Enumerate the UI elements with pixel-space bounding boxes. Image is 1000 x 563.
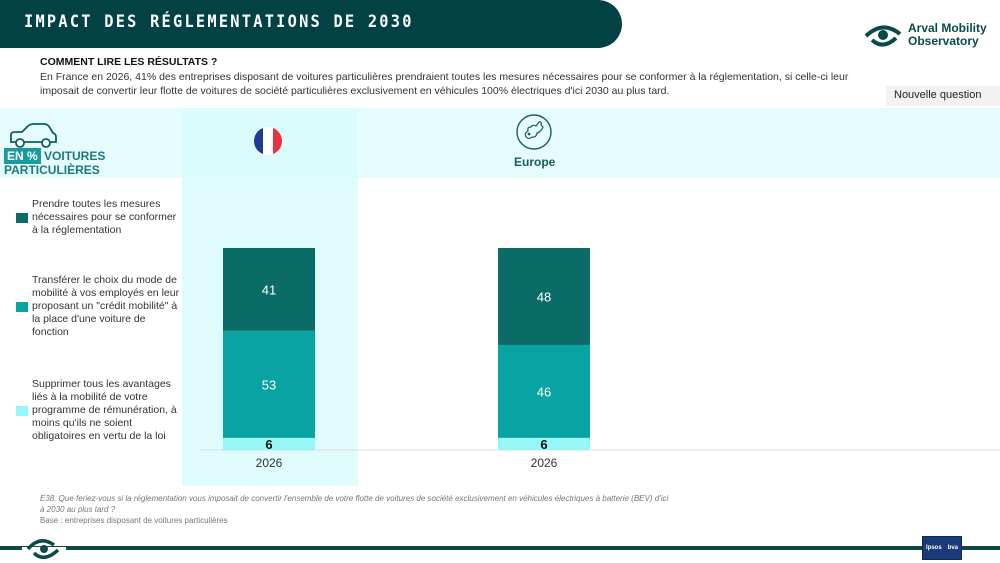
ipsos-bva-logo: Ipsos bva xyxy=(922,536,962,560)
data-label: 6 xyxy=(540,437,547,452)
legend-swatch-light-cyan xyxy=(16,405,28,416)
page-title: IMPACT DES RÉGLEMENTATIONS DE 2030 xyxy=(24,12,414,32)
brand-line-1: Arval Mobility xyxy=(908,21,987,35)
car-icon xyxy=(10,123,57,148)
legend-item-remove-benefits: Supprimer tous les avantages liés à la m… xyxy=(16,378,182,443)
brand-line-2: Observatory xyxy=(908,34,979,48)
data-label: 46 xyxy=(537,384,551,399)
eye-footer-icon xyxy=(22,539,66,560)
bva-text: bva xyxy=(947,545,958,551)
legend-swatch-dark-teal xyxy=(16,212,28,223)
france-flag-icon xyxy=(254,127,282,155)
eye-logo-icon xyxy=(864,25,902,47)
data-label: 6 xyxy=(265,437,272,452)
data-label: 53 xyxy=(262,377,276,392)
bar-segment-france-0 xyxy=(223,248,315,331)
bar-segment-europe-2 xyxy=(498,437,590,450)
legend-label: Transférer le choix du mode de mobilité … xyxy=(32,274,180,338)
footer-line xyxy=(0,546,1000,550)
europe-label: Europe xyxy=(514,155,556,169)
footnote-base: Base : entreprises disposant de voitures… xyxy=(40,516,228,525)
legend-swatch-teal xyxy=(16,301,28,312)
header-band xyxy=(0,108,1000,178)
x-tick-label: 2026 xyxy=(531,456,558,470)
legend-item-comply: Prendre toutes les mesures nécessaires p… xyxy=(16,198,182,237)
footnote-question: E38. Que feriez-vous si la réglementatio… xyxy=(40,494,669,514)
new-question-button[interactable]: Nouvelle question xyxy=(886,86,1000,106)
howto-text: En France en 2026, 41% des entreprises d… xyxy=(40,71,849,97)
brand-logo: Arval Mobility Observatory xyxy=(864,22,987,48)
bar-segment-europe-1 xyxy=(498,344,590,438)
bar-segment-france-2 xyxy=(223,437,315,450)
legend-item-mobility-credit: Transférer le choix du mode de mobilité … xyxy=(16,274,182,339)
unit-badge: EN % xyxy=(4,148,41,164)
x-tick-label: 2026 xyxy=(256,456,283,470)
data-label: 48 xyxy=(537,289,551,304)
legend-label: Prendre toutes les mesures nécessaires p… xyxy=(32,198,177,236)
europe-map-icon xyxy=(516,114,552,150)
segment-label-line-2: PARTICULIÈRES xyxy=(4,163,100,177)
title-bar: IMPACT DES RÉGLEMENTATIONS DE 2030 xyxy=(0,0,622,48)
segment-label-line-1: VOITURES xyxy=(44,149,106,163)
bar-segment-france-1 xyxy=(223,330,315,438)
legend-label: Supprimer tous les avantages liés à la m… xyxy=(32,378,177,442)
data-label: 41 xyxy=(262,282,276,297)
ipsos-text: Ipsos xyxy=(925,545,942,551)
howto-title: COMMENT LIRE LES RÉSULTATS ? xyxy=(40,56,218,68)
bar-segment-europe-0 xyxy=(498,248,590,345)
footnote: E38. Que feriez-vous si la réglementatio… xyxy=(40,493,670,526)
